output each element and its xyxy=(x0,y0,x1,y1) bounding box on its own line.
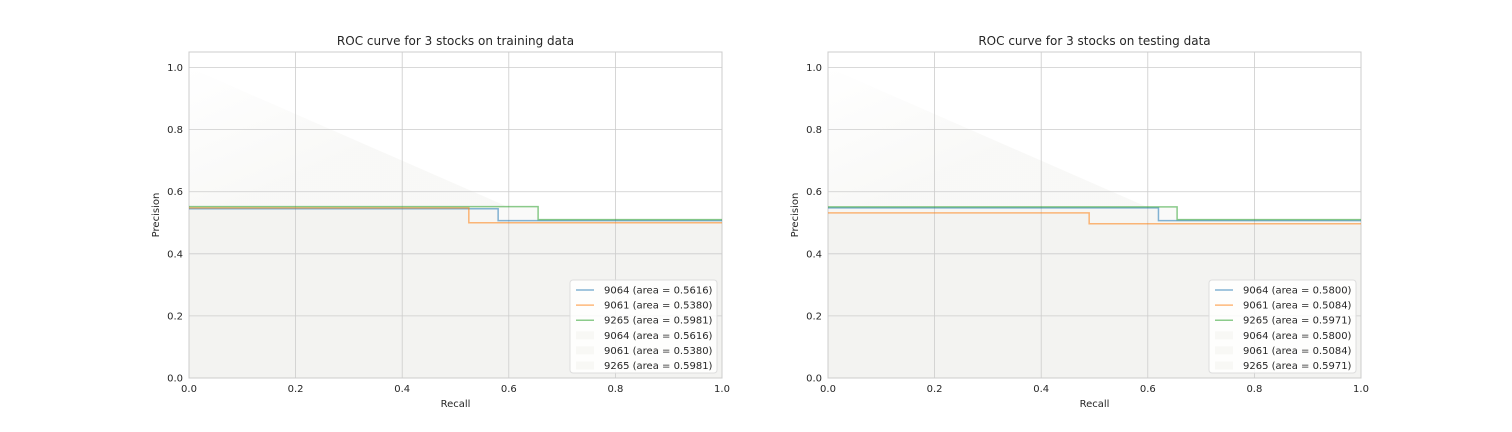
series-line-0 xyxy=(189,208,722,222)
legend-entry-2: 9265 (area = 0.5981) xyxy=(604,316,713,327)
legend: 9064 (area = 0.5800) 9061 (area = 0.5084)… xyxy=(1208,279,1357,374)
legend-entry-0: 9064 (area = 0.5616) xyxy=(604,286,713,297)
y-tick-label-3: 0.6 xyxy=(806,187,822,198)
plot-frame xyxy=(188,51,723,379)
legend-box xyxy=(1208,279,1357,374)
legend-fill-swatch-2 xyxy=(576,361,594,370)
y-tick-label-5: 1.0 xyxy=(806,63,822,74)
legend-entry-1: 9061 (area = 0.5084) xyxy=(1243,301,1352,312)
diagonal-fade xyxy=(189,67,509,208)
legend-entry-1: 9061 (area = 0.5380) xyxy=(604,301,713,312)
y-tick-label-1: 0.2 xyxy=(806,311,822,322)
y-tick-label-2: 0.4 xyxy=(806,249,822,260)
legend-fill-swatch-0 xyxy=(576,331,594,340)
chart-panel-1: 0.0 0.2 0.4 0.6 0.8 1.0 0.0 0.2 0.4 0.6 0.8 1.0 ROC … xyxy=(790,34,1369,410)
legend-fill-entry-1: 9061 (area = 0.5084) xyxy=(1243,346,1352,357)
legend-entry-2: 9265 (area = 0.5971) xyxy=(1243,316,1352,327)
x-tick-label-2: 0.4 xyxy=(394,384,410,395)
y-tick-label-0: 0.0 xyxy=(167,374,183,385)
plot-frame xyxy=(827,51,1362,379)
legend-fill-swatch-0 xyxy=(1215,331,1233,340)
legend-fill-entry-0: 9064 (area = 0.5800) xyxy=(1243,331,1352,342)
series-line-0 xyxy=(828,207,1361,222)
series-line-1 xyxy=(189,207,722,224)
x-tick-label-4: 0.8 xyxy=(607,384,623,395)
legend-box xyxy=(569,279,718,374)
x-tick-label-5: 1.0 xyxy=(1353,384,1369,395)
legend-fill-entry-2: 9265 (area = 0.5981) xyxy=(604,361,713,372)
diagonal-fade xyxy=(828,67,1148,208)
x-tick-label-0: 0.0 xyxy=(820,384,836,395)
series-line-1 xyxy=(828,212,1361,225)
x-tick-label-3: 0.6 xyxy=(1140,384,1156,395)
y-tick-label-4: 0.8 xyxy=(167,125,183,136)
series-line-2 xyxy=(189,205,722,221)
y-axis-label: Precision xyxy=(151,193,162,238)
y-axis-label: Precision xyxy=(790,193,801,238)
legend-fill-swatch-1 xyxy=(1215,346,1233,355)
x-tick-label-5: 1.0 xyxy=(714,384,730,395)
y-tick-label-2: 0.4 xyxy=(167,249,183,260)
legend: 9064 (area = 0.5616) 9061 (area = 0.5380)… xyxy=(569,279,718,374)
legend-entry-0: 9064 (area = 0.5800) xyxy=(1243,286,1352,297)
legend-fill-entry-0: 9064 (area = 0.5616) xyxy=(604,331,713,342)
chart-title: ROC curve for 3 stocks on testing data xyxy=(978,34,1210,48)
y-tick-label-3: 0.6 xyxy=(167,187,183,198)
x-tick-label-2: 0.4 xyxy=(1033,384,1049,395)
legend-fill-swatch-2 xyxy=(1215,361,1233,370)
chart-panel-0: 0.0 0.2 0.4 0.6 0.8 1.0 0.0 0.2 0.4 0.6 0.8 1.0 ROC … xyxy=(151,34,730,410)
legend-fill-entry-2: 9265 (area = 0.5971) xyxy=(1243,361,1352,372)
chart-title: ROC curve for 3 stocks on training data xyxy=(337,34,574,48)
x-axis-label: Recall xyxy=(1080,399,1110,410)
series-line-2 xyxy=(828,206,1361,221)
legend-fill-swatch-1 xyxy=(576,346,594,355)
legend-fill-entry-1: 9061 (area = 0.5380) xyxy=(604,346,713,357)
y-tick-label-0: 0.0 xyxy=(806,374,822,385)
x-tick-label-3: 0.6 xyxy=(501,384,517,395)
x-tick-label-1: 0.2 xyxy=(927,384,943,395)
x-tick-label-0: 0.0 xyxy=(181,384,197,395)
x-axis-label: Recall xyxy=(441,399,471,410)
y-tick-label-5: 1.0 xyxy=(167,63,183,74)
y-tick-label-1: 0.2 xyxy=(167,311,183,322)
x-tick-label-4: 0.8 xyxy=(1246,384,1262,395)
y-tick-label-4: 0.8 xyxy=(806,125,822,136)
x-tick-label-1: 0.2 xyxy=(288,384,304,395)
